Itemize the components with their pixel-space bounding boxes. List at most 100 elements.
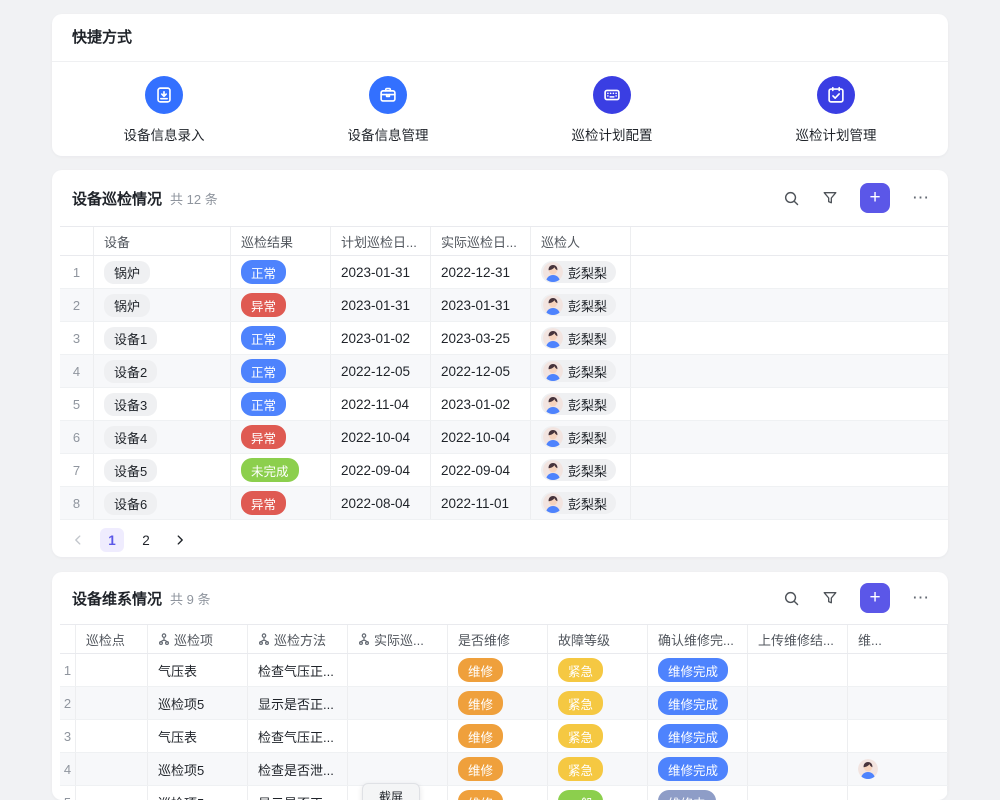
level-cell[interactable]: 紧急 [548, 687, 648, 719]
device-cell[interactable]: 设备2 [94, 355, 231, 387]
actual-cell[interactable] [348, 720, 448, 752]
column-header-planned-date[interactable]: 计划巡检日... [331, 227, 431, 255]
planned-date-cell[interactable]: 2022-11-04 [331, 388, 431, 420]
inspector-cell[interactable]: 彭梨梨 [531, 322, 631, 354]
person-cell[interactable] [848, 753, 948, 785]
result-cell[interactable]: 异常 [231, 289, 331, 321]
column-header-point[interactable]: 巡检点 [76, 625, 148, 653]
repair-cell[interactable]: 维修 [448, 720, 548, 752]
actual-date-cell[interactable]: 2023-03-25 [431, 322, 531, 354]
inspector-cell[interactable]: 彭梨梨 [531, 355, 631, 387]
search-button[interactable] [783, 190, 800, 207]
item-cell[interactable]: 巡检项5 [148, 786, 248, 800]
planned-date-cell[interactable]: 2022-12-05 [331, 355, 431, 387]
repair-cell[interactable]: 维修 [448, 654, 548, 686]
shortcut-plan-manage[interactable]: 巡检计划管理 [724, 76, 948, 144]
column-header-actual[interactable]: 实际巡... [348, 625, 448, 653]
result-cell[interactable]: 正常 [231, 322, 331, 354]
point-cell[interactable] [76, 687, 148, 719]
inspector-cell[interactable]: 彭梨梨 [531, 454, 631, 486]
level-cell[interactable]: 紧急 [548, 654, 648, 686]
result-cell[interactable]: 正常 [231, 355, 331, 387]
filter-button[interactable] [822, 190, 838, 206]
actual-cell[interactable] [348, 654, 448, 686]
column-header-level[interactable]: 故障等级 [548, 625, 648, 653]
repair-cell[interactable]: 维修 [448, 753, 548, 785]
inspector-cell[interactable]: 彭梨梨 [531, 256, 631, 288]
actual-date-cell[interactable]: 2023-01-02 [431, 388, 531, 420]
planned-date-cell[interactable]: 2022-08-04 [331, 487, 431, 519]
level-cell[interactable]: 一般 [548, 786, 648, 800]
item-cell[interactable]: 气压表 [148, 654, 248, 686]
actual-date-cell[interactable]: 2022-09-04 [431, 454, 531, 486]
actual-date-cell[interactable]: 2023-01-31 [431, 289, 531, 321]
upload-cell[interactable] [748, 654, 848, 686]
column-header-method[interactable]: 巡检方法 [248, 625, 348, 653]
filter-button[interactable] [822, 590, 838, 606]
result-cell[interactable]: 正常 [231, 256, 331, 288]
shortcut-device-entry[interactable]: 设备信息录入 [52, 76, 276, 144]
method-cell[interactable]: 检查气压正... [248, 654, 348, 686]
inspector-cell[interactable]: 彭梨梨 [531, 388, 631, 420]
result-cell[interactable]: 异常 [231, 487, 331, 519]
result-cell[interactable]: 未完成 [231, 454, 331, 486]
prev-page-button[interactable] [66, 528, 90, 552]
add-record-button[interactable]: + [860, 583, 890, 613]
level-cell[interactable]: 紧急 [548, 753, 648, 785]
device-cell[interactable]: 设备1 [94, 322, 231, 354]
add-record-button[interactable]: + [860, 183, 890, 213]
upload-cell[interactable] [748, 786, 848, 800]
column-header-repair[interactable]: 是否维修 [448, 625, 548, 653]
confirm-cell[interactable]: 维修完成 [648, 654, 748, 686]
shortcut-plan-config[interactable]: 巡检计划配置 [500, 76, 724, 144]
upload-cell[interactable] [748, 720, 848, 752]
device-cell[interactable]: 锅炉 [94, 256, 231, 288]
item-cell[interactable]: 气压表 [148, 720, 248, 752]
person-cell[interactable] [848, 786, 948, 800]
page-button-2[interactable]: 2 [134, 528, 158, 552]
device-cell[interactable]: 设备3 [94, 388, 231, 420]
confirm-cell[interactable]: 维修完成 [648, 687, 748, 719]
upload-cell[interactable] [748, 687, 848, 719]
actual-cell[interactable] [348, 753, 448, 785]
confirm-cell[interactable]: 维修中 [648, 786, 748, 800]
column-header-inspector[interactable]: 巡检人 [531, 227, 631, 255]
level-cell[interactable]: 紧急 [548, 720, 648, 752]
repair-cell[interactable]: 维修 [448, 687, 548, 719]
page-button-1[interactable]: 1 [100, 528, 124, 552]
actual-date-cell[interactable]: 2022-12-05 [431, 355, 531, 387]
device-cell[interactable]: 锅炉 [94, 289, 231, 321]
more-button[interactable]: ⋯ [912, 588, 930, 608]
inspector-cell[interactable]: 彭梨梨 [531, 421, 631, 453]
planned-date-cell[interactable]: 2022-09-04 [331, 454, 431, 486]
column-header-item[interactable]: 巡检项 [148, 625, 248, 653]
person-cell[interactable] [848, 720, 948, 752]
actual-cell[interactable] [348, 687, 448, 719]
actual-date-cell[interactable]: 2022-12-31 [431, 256, 531, 288]
column-header-confirm[interactable]: 确认维修完... [648, 625, 748, 653]
column-header-device[interactable]: 设备 [94, 227, 231, 255]
item-cell[interactable]: 巡检项5 [148, 687, 248, 719]
inspector-cell[interactable]: 彭梨梨 [531, 289, 631, 321]
column-header-actual-date[interactable]: 实际巡检日... [431, 227, 531, 255]
planned-date-cell[interactable]: 2023-01-02 [331, 322, 431, 354]
more-button[interactable]: ⋯ [912, 188, 930, 208]
actual-date-cell[interactable]: 2022-11-01 [431, 487, 531, 519]
actual-cell[interactable] [348, 786, 448, 800]
repair-cell[interactable]: 维修 [448, 786, 548, 800]
column-header-upload[interactable]: 上传维修结... [748, 625, 848, 653]
device-cell[interactable]: 设备5 [94, 454, 231, 486]
method-cell[interactable]: 显示是否正... [248, 687, 348, 719]
column-header-result[interactable]: 巡检结果 [231, 227, 331, 255]
device-cell[interactable]: 设备4 [94, 421, 231, 453]
person-cell[interactable] [848, 654, 948, 686]
next-page-button[interactable] [168, 528, 192, 552]
confirm-cell[interactable]: 维修完成 [648, 753, 748, 785]
point-cell[interactable] [76, 753, 148, 785]
method-cell[interactable]: 检查气压正... [248, 720, 348, 752]
point-cell[interactable] [76, 654, 148, 686]
shortcut-device-manage[interactable]: 设备信息管理 [276, 76, 500, 144]
point-cell[interactable] [76, 720, 148, 752]
column-header-person[interactable]: 维... [848, 625, 948, 653]
method-cell[interactable]: 显示是否正... [248, 786, 348, 800]
